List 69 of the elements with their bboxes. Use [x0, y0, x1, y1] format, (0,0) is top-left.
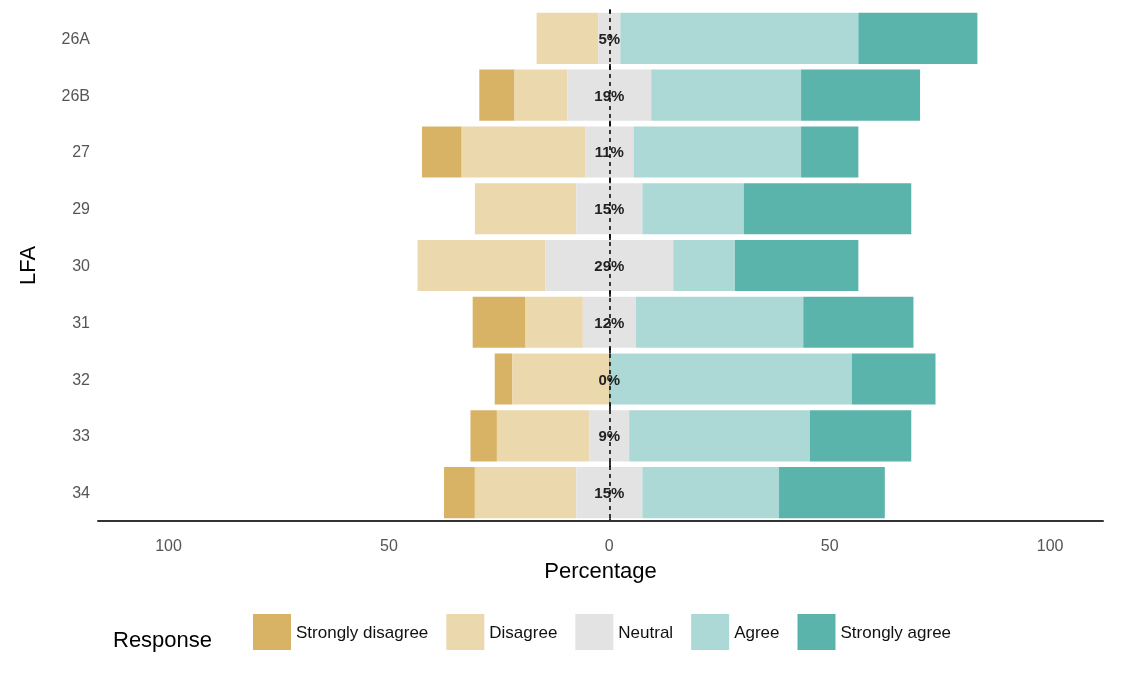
bar [642, 183, 744, 235]
x-axis-title: Percentage [544, 557, 657, 583]
bar [801, 69, 921, 121]
x-tick-label: 100 [1036, 536, 1064, 554]
bar [585, 126, 634, 178]
bar [642, 467, 780, 519]
bar [651, 69, 802, 121]
bar [734, 239, 859, 292]
data-label: 15% [594, 484, 625, 502]
data-label: 15% [594, 200, 625, 218]
data-label: 11% [594, 143, 624, 161]
legend-label: Strongly agree [840, 622, 952, 642]
legend-label: Disagree [489, 622, 558, 642]
bar [801, 126, 859, 178]
bar [576, 183, 643, 235]
x-tick-label: 50 [820, 536, 839, 554]
data-label: 12% [594, 313, 625, 331]
y-tick-label: 26A [61, 29, 91, 47]
data-label: 5% [598, 29, 621, 47]
data-label: 9% [598, 427, 621, 445]
x-tick-label: 100 [155, 536, 182, 554]
bar [545, 239, 674, 292]
data-label: 0% [598, 370, 621, 388]
bar [474, 467, 577, 519]
bar [461, 126, 586, 178]
y-tick-label: 32 [72, 370, 91, 388]
bar [444, 467, 475, 519]
bar [536, 12, 599, 64]
y-tick-label: 30 [72, 257, 91, 274]
bar [582, 296, 636, 348]
y-tick-label: 33 [72, 427, 91, 445]
bar [576, 467, 643, 519]
y-tick-label: 26B [61, 86, 90, 104]
bar [673, 239, 735, 292]
data-label: 19% [594, 86, 625, 104]
bar [633, 126, 802, 178]
bar [514, 69, 568, 121]
y-tick-label: 34 [72, 484, 91, 502]
bar [858, 12, 978, 64]
bar [470, 410, 497, 462]
bar [620, 12, 859, 64]
x-tick-label: 50 [380, 536, 398, 554]
bar [635, 296, 804, 348]
y-tick-label: 31 [72, 313, 91, 331]
legend-label: Strongly disagree [296, 622, 429, 642]
bar [474, 183, 577, 235]
bar [472, 296, 526, 348]
bar [525, 296, 583, 348]
bar [496, 410, 590, 462]
bar [809, 410, 912, 462]
bar [567, 69, 652, 121]
bar [589, 410, 630, 462]
y-axis-title: LFA [14, 245, 40, 286]
legend-label: Neutral [618, 622, 674, 642]
bar [494, 353, 513, 405]
data-label: 29% [594, 257, 625, 274]
bar [779, 467, 885, 519]
legend-title: Response [113, 626, 213, 652]
bar [851, 353, 936, 405]
bar [421, 126, 462, 178]
bar [743, 183, 912, 235]
y-tick-label: 29 [72, 200, 91, 218]
legend-label: Agree [734, 622, 780, 642]
bar [803, 296, 914, 348]
bar [479, 69, 515, 121]
y-tick-label: 27 [72, 143, 91, 161]
bar [629, 410, 810, 462]
bar [417, 239, 546, 292]
x-tick-label: 0 [604, 536, 614, 554]
